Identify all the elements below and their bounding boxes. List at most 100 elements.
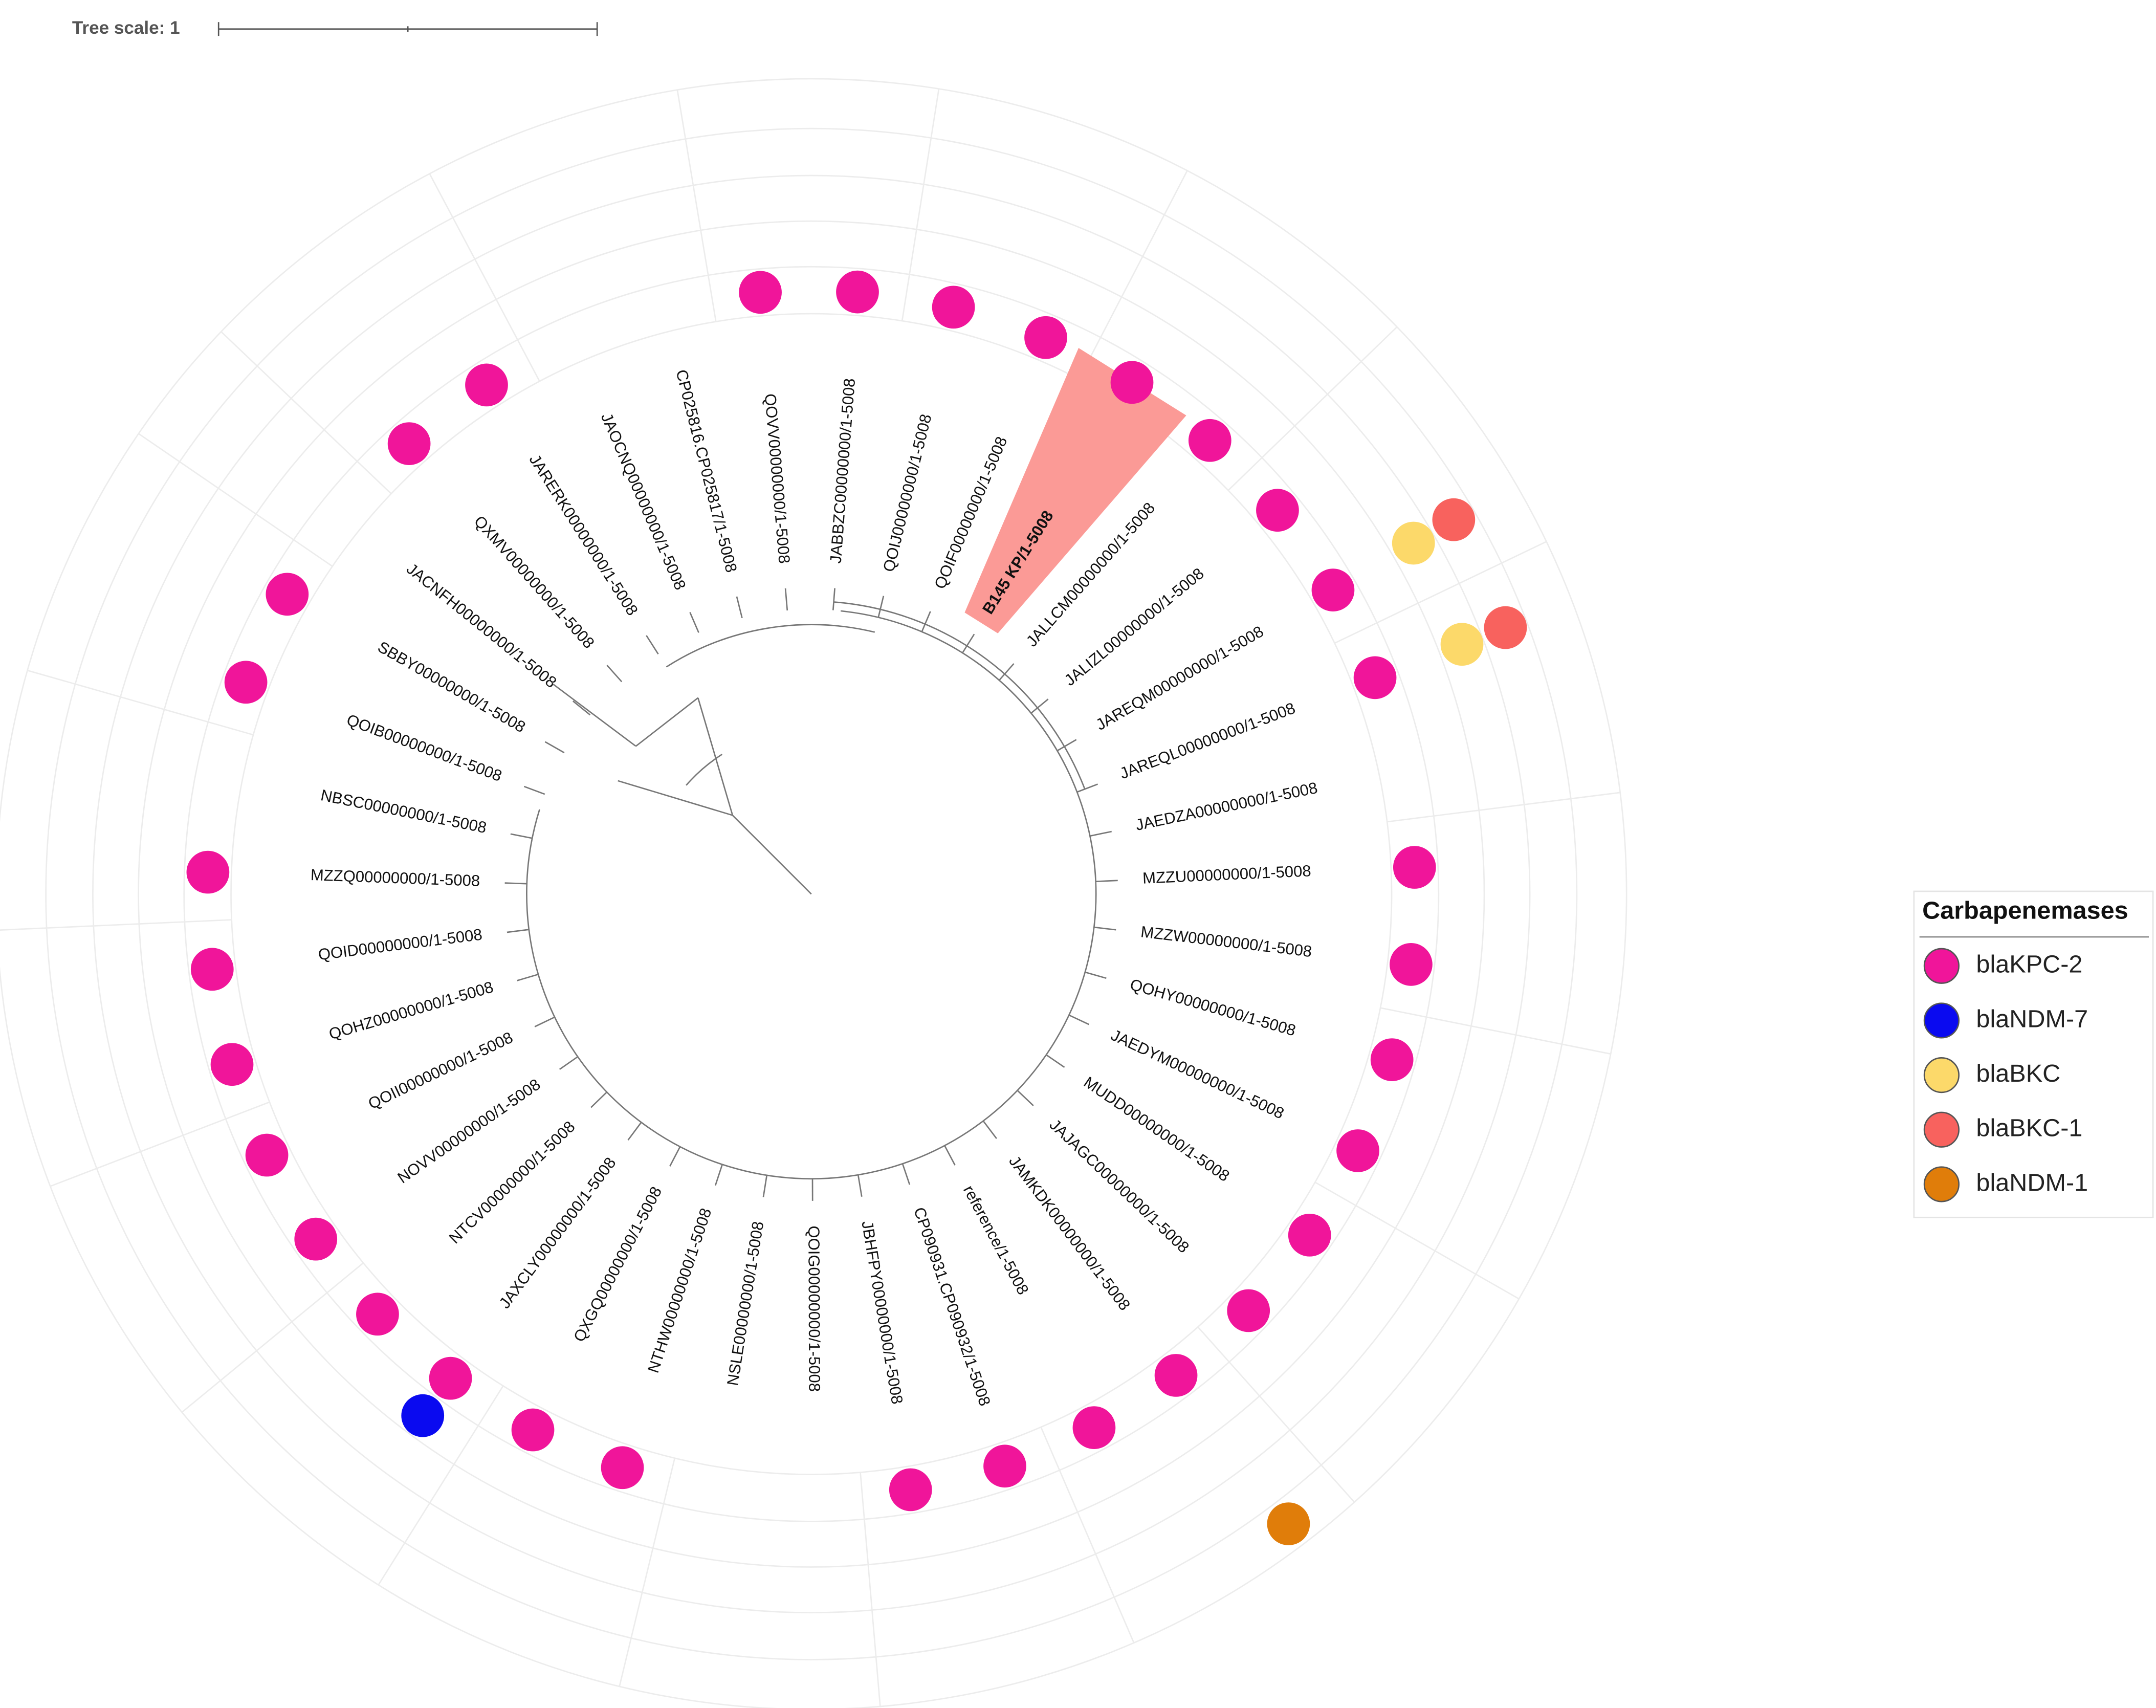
leaf-label: CP090931.CP090932/1-5008 bbox=[910, 1205, 994, 1408]
legend-swatch bbox=[1923, 1111, 1960, 1148]
marker bbox=[1432, 498, 1476, 541]
ring bbox=[138, 220, 1485, 1568]
branch bbox=[627, 1122, 642, 1141]
legend-swatch bbox=[1923, 948, 1960, 984]
leaf-label: MZZW00000000/1-5008 bbox=[1140, 923, 1313, 960]
branch bbox=[982, 1120, 997, 1139]
marker bbox=[1484, 606, 1527, 649]
marker bbox=[1288, 1213, 1331, 1257]
marker bbox=[889, 1468, 932, 1512]
marker bbox=[1440, 623, 1484, 666]
legend-label: blaNDM-7 bbox=[1976, 1005, 2088, 1033]
leaf-label: JABBZC00000000/1-5008 bbox=[827, 378, 859, 564]
ring-divider bbox=[50, 1101, 270, 1187]
leaf-label: QOVV00000000/1-5008 bbox=[761, 393, 794, 564]
branch bbox=[534, 1016, 555, 1027]
branch bbox=[1094, 926, 1116, 931]
marker bbox=[1336, 1129, 1379, 1172]
marker bbox=[210, 1043, 254, 1086]
marker bbox=[1110, 361, 1154, 404]
legend-title: Carbapenemases bbox=[1922, 896, 2128, 924]
branch bbox=[832, 588, 835, 610]
legend: Carbapenemases blaKPC-2blaNDM-7blaBKCbla… bbox=[1913, 890, 2154, 1218]
branch bbox=[669, 1146, 681, 1167]
branches bbox=[504, 588, 1118, 1201]
branch bbox=[1095, 880, 1118, 883]
marker bbox=[294, 1217, 338, 1261]
marker bbox=[1072, 1406, 1116, 1449]
ring-divider bbox=[27, 669, 254, 736]
marker bbox=[1154, 1354, 1198, 1397]
leaf-label: QOHY00000000/1-5008 bbox=[1128, 975, 1298, 1040]
leaf-label: QOIB00000000/1-5008 bbox=[344, 711, 504, 785]
branch bbox=[507, 929, 529, 933]
background-rings bbox=[0, 78, 1627, 1708]
ring-divider bbox=[1380, 1007, 1611, 1055]
branch bbox=[714, 1164, 723, 1186]
branch bbox=[1085, 971, 1107, 979]
ring bbox=[92, 174, 1531, 1614]
leaf-label: reference/1-5008 bbox=[960, 1183, 1032, 1298]
ring-divider bbox=[1078, 170, 1188, 380]
branch bbox=[762, 1175, 768, 1197]
legend-label: blaNDM-1 bbox=[1976, 1169, 2088, 1196]
branch bbox=[572, 700, 591, 716]
marker bbox=[1227, 1289, 1270, 1332]
ring-divider bbox=[901, 89, 940, 321]
branch bbox=[736, 596, 743, 619]
legend-swatch bbox=[1923, 1166, 1960, 1202]
branch bbox=[877, 596, 885, 618]
branch bbox=[901, 1163, 911, 1185]
ring-divider bbox=[221, 331, 392, 494]
ring-divider bbox=[1387, 792, 1620, 823]
branch bbox=[1090, 830, 1112, 837]
branch bbox=[1030, 698, 1049, 714]
marker bbox=[1267, 1502, 1310, 1545]
leaf-label: MZZU00000000/1-5008 bbox=[1142, 862, 1311, 887]
branch bbox=[1046, 1054, 1065, 1068]
ring-divider bbox=[1040, 1427, 1135, 1644]
leaf-label: QOID00000000/1-5008 bbox=[317, 925, 483, 964]
branch bbox=[510, 833, 533, 839]
leaf-label: JAEDZA00000000/1-5008 bbox=[1134, 779, 1319, 834]
marker bbox=[465, 363, 508, 407]
branch bbox=[944, 1145, 956, 1166]
branch bbox=[1068, 1014, 1090, 1025]
branch bbox=[635, 697, 699, 747]
branch bbox=[1076, 783, 1098, 793]
ring-divider bbox=[676, 90, 717, 322]
legend-swatch bbox=[1923, 1002, 1960, 1039]
branch bbox=[998, 663, 1015, 681]
marker bbox=[511, 1408, 555, 1452]
branch bbox=[962, 633, 975, 653]
marker bbox=[266, 573, 309, 616]
branch bbox=[1017, 1090, 1034, 1106]
leaf-label: NSLE00000000/1-5008 bbox=[723, 1220, 767, 1387]
marker bbox=[739, 271, 782, 314]
marker bbox=[1188, 419, 1231, 462]
branch bbox=[552, 683, 636, 747]
branch bbox=[504, 882, 527, 885]
legend-label: blaBKC-1 bbox=[1976, 1114, 2082, 1142]
branch bbox=[689, 612, 699, 633]
ring-divider bbox=[619, 1458, 676, 1687]
marker bbox=[1256, 489, 1299, 532]
branch bbox=[1057, 739, 1077, 752]
marker bbox=[1370, 1038, 1414, 1081]
marker bbox=[387, 422, 431, 465]
marker bbox=[601, 1446, 644, 1490]
marker bbox=[224, 661, 268, 704]
ring-divider bbox=[1227, 326, 1398, 491]
branch bbox=[666, 624, 875, 668]
leaf-label: NBSC00000000/1-5008 bbox=[319, 786, 488, 837]
ring-divider bbox=[0, 919, 232, 931]
branch bbox=[517, 973, 539, 981]
marker bbox=[836, 270, 879, 314]
legend-items: blaKPC-2 blaNDM-7 blaBKC blaBKC-1 blaNDM-1 bbox=[1923, 948, 2088, 1202]
branch bbox=[833, 601, 1086, 790]
branch bbox=[590, 1091, 608, 1108]
leaf-label: NTHW00000000/1-5008 bbox=[644, 1206, 715, 1375]
ring-divider bbox=[1197, 1326, 1355, 1503]
branch bbox=[526, 610, 1097, 1179]
